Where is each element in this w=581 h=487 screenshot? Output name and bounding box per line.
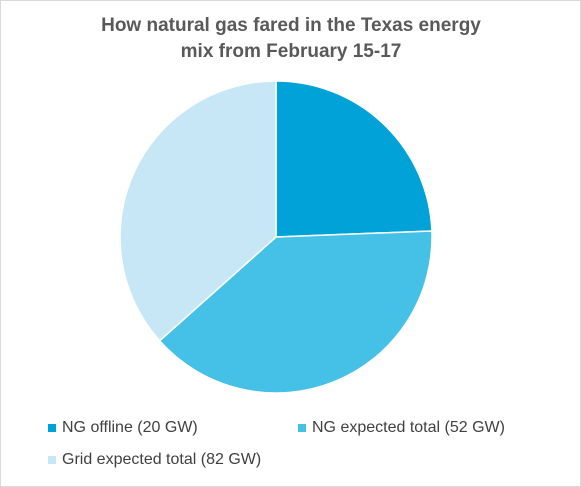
chart-title-line-1: How natural gas fared in the Texas energ… [101,15,481,36]
legend-item-ng-expected: NG expected total (52 GW) [298,419,505,437]
legend-label-ng-offline: NG offline (20 GW) [62,419,198,436]
legend-item-ng-offline: NG offline (20 GW) [48,419,198,437]
chart-title-line-2: mix from February 15-17 [180,41,402,62]
chart-title: How natural gas fared in the Texas energ… [41,13,541,65]
legend-item-grid-expected: Grid expected total (82 GW) [48,451,261,469]
legend-swatch-ng-offline [48,424,56,432]
pie-slice-ng-expected [158,230,433,394]
legend-swatch-ng-expected [298,424,306,432]
legend-label-ng-expected: NG expected total (52 GW) [312,419,505,436]
pie-slice-ng-offline [275,80,433,238]
pie-slice-grid-expected [119,80,277,342]
legend-swatch-grid-expected [48,456,56,464]
legend-label-grid-expected: Grid expected total (82 GW) [62,451,262,468]
